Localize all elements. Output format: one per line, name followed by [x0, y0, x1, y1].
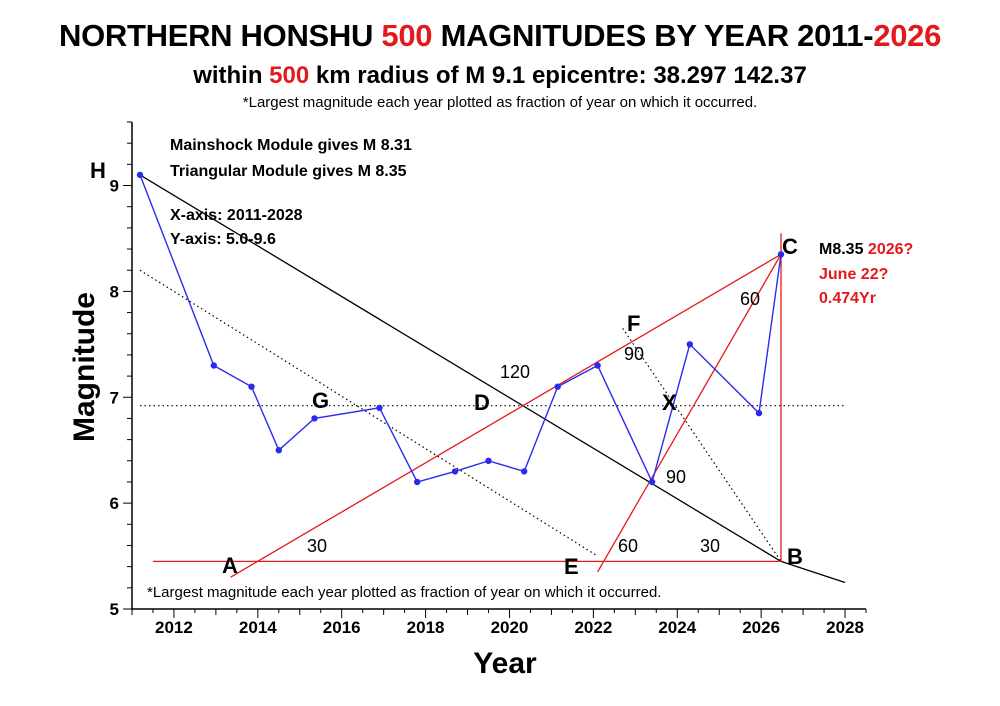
angle-label-60-c: 60	[740, 289, 760, 309]
x-tick-label: 2028	[826, 618, 864, 637]
angle-label-30-a: 30	[307, 536, 327, 556]
data-point	[648, 478, 656, 486]
data-point	[777, 251, 785, 258]
annotation-c-magnitude: M8.35 2026?	[819, 241, 913, 258]
data-point	[521, 468, 528, 475]
point-label-a: A	[222, 553, 238, 578]
data-point	[210, 362, 217, 369]
data-point	[136, 171, 144, 179]
annotation-xaxis-range: X-axis: 2011-2028	[170, 207, 303, 224]
point-label-x: X	[662, 390, 677, 415]
point-label-f: F	[627, 311, 640, 336]
red-line-e-c	[597, 253, 782, 573]
point-label-e: E	[564, 554, 579, 579]
data-point	[554, 383, 561, 390]
annotation-yaxis-range: Y-axis: 5.0-9.6	[170, 231, 276, 248]
x-tick-label: 2014	[239, 618, 277, 637]
angle-label-60-e: 60	[618, 536, 638, 556]
construction-lines	[139, 174, 846, 584]
x-tick-label: 2012	[155, 618, 193, 637]
dotted-line-f-b	[622, 328, 782, 562]
angle-label-120: 120	[500, 362, 530, 382]
data-point	[755, 409, 763, 417]
data-point	[451, 468, 459, 475]
point-label-h: H	[90, 158, 106, 183]
x-tick-label: 2024	[658, 618, 696, 637]
angle-label-90-f: 90	[624, 344, 644, 364]
annotation-mainshock: Mainshock Module gives M 8.31	[170, 137, 412, 154]
data-point	[485, 457, 492, 464]
red-line-a-c	[230, 253, 782, 578]
axes: 5 6 7 8 9 2012 2014 2016 2018 2020 2022 2024 2026 202…	[110, 121, 867, 637]
data-point	[594, 362, 601, 369]
point-label-g: G	[312, 388, 329, 413]
data-point	[414, 478, 421, 486]
x-tick-label: 2016	[323, 618, 361, 637]
y-tick-label: 9	[110, 177, 119, 196]
y-axis-title: Magnitude	[68, 292, 101, 442]
annotation-triangular: Triangular Module gives M 8.35	[170, 163, 407, 180]
magnitude-series	[136, 171, 785, 486]
x-tick-label: 2026	[742, 618, 780, 637]
chart-title: NORTHERN HONSHU 500 MAGNITUDES BY YEAR 2…	[58, 18, 942, 53]
y-tick-label: 5	[110, 600, 119, 619]
data-point	[686, 341, 693, 348]
x-tick-label: 2020	[491, 618, 529, 637]
chart-subtitle: within 500 km radius of M 9.1 epicentre:…	[193, 62, 807, 89]
x-tick-label: 2018	[407, 618, 445, 637]
angle-label-90-x: 90	[666, 467, 686, 487]
y-tick-label: 8	[110, 282, 119, 301]
y-tick-label: 7	[110, 388, 119, 407]
data-point	[248, 383, 255, 390]
point-label-b: B	[787, 544, 803, 569]
series-line	[139, 174, 782, 485]
point-label-d: D	[474, 390, 490, 415]
point-label-c: C	[782, 234, 798, 259]
chart-note-top: *Largest magnitude each year plotted as …	[242, 94, 758, 111]
y-tick-label: 6	[110, 494, 119, 513]
data-point	[275, 447, 282, 454]
annotation-c-date: June 22?	[819, 266, 888, 283]
x-tick-label: 2022	[574, 618, 612, 637]
data-point	[376, 404, 383, 411]
annotation-c-fraction: 0.474Yr	[819, 290, 876, 307]
data-point	[311, 415, 318, 422]
angle-label-30-b: 30	[700, 536, 720, 556]
x-axis-title: Year	[473, 647, 537, 680]
chart-note-bottom: *Largest magnitude each year plotted as …	[147, 584, 661, 601]
